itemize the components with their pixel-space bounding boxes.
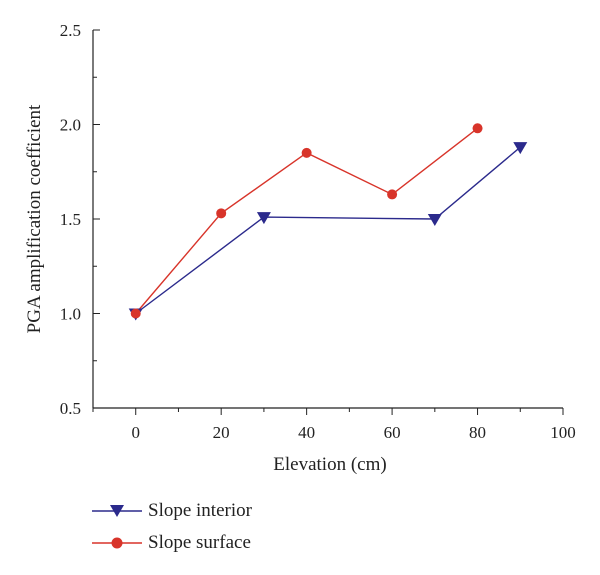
tick-labels: 0.5 1.0 1.5 2.0 2.5 0 20 40 60 80 100 (60, 21, 576, 442)
circle-marker-icon (92, 537, 142, 549)
x-axis-title: Elevation (cm) (273, 454, 386, 475)
series-line-slope-interior (135, 146, 521, 315)
x-tick-label: 0 (131, 423, 140, 442)
y-tick-label: 2.5 (60, 21, 81, 40)
x-tick-label: 100 (550, 423, 576, 442)
legend-item-slope-surface: Slope surface (92, 531, 352, 555)
line-chart: 0.5 1.0 1.5 2.0 2.5 0 20 40 60 80 100 Elevation (c… (24, 21, 576, 475)
data-point-slope-interior (256, 212, 271, 225)
triangle-down-marker-icon (92, 505, 142, 517)
y-tick-label: 1.0 (60, 305, 81, 324)
axes (92, 30, 563, 409)
data-point-slope-surface (301, 147, 312, 158)
data-point-slope-interior (427, 214, 442, 226)
data-point-slope-surface (387, 189, 398, 200)
series-lines (135, 127, 521, 315)
y-tick-label: 2.0 (60, 116, 81, 135)
legend: Slope interior Slope surface (92, 497, 352, 561)
legend-label-slope-interior: Slope interior (148, 500, 252, 521)
y-tick-label: 1.5 (60, 210, 81, 229)
data-point-slope-surface (216, 208, 227, 219)
legend-item-slope-interior: Slope interior (92, 499, 352, 523)
x-tick-label: 20 (213, 423, 230, 442)
y-tick-label: 0.5 (60, 399, 81, 418)
y-axis-title: PGA amplification coefficient (24, 104, 45, 333)
data-point-slope-surface (130, 308, 141, 319)
x-tick-label: 60 (384, 423, 401, 442)
series-markers (128, 123, 528, 321)
data-point-slope-interior (513, 142, 528, 155)
x-tick-label: 40 (298, 423, 315, 442)
data-point-slope-surface (472, 123, 483, 134)
x-tick-label: 80 (469, 423, 486, 442)
legend-label-slope-surface: Slope surface (148, 532, 251, 553)
ticks (92, 29, 564, 415)
